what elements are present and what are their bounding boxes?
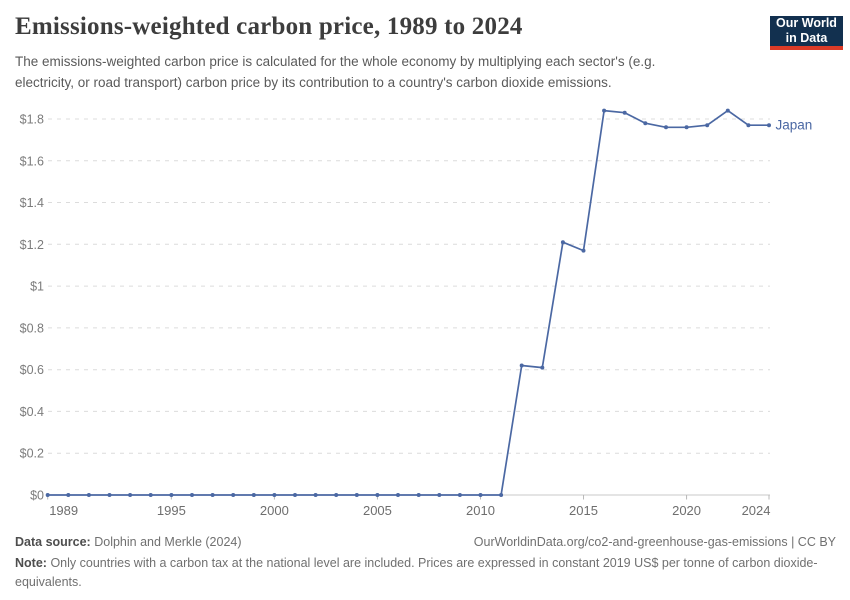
data-point-marker <box>416 493 421 497</box>
datasource-value: Dolphin and Merkle (2024) <box>94 535 242 549</box>
chart-footer: Data source: Dolphin and Merkle (2024) O… <box>15 533 836 592</box>
data-point-marker <box>293 493 297 497</box>
note-text: Only countries with a carbon tax at the … <box>15 556 818 589</box>
data-point-marker <box>231 493 236 497</box>
series-line-japan <box>46 109 770 496</box>
data-point-marker <box>705 123 710 128</box>
y-axis-tick-label: $1.6 <box>20 154 44 168</box>
data-point-marker <box>396 493 400 497</box>
data-point-marker <box>272 493 277 497</box>
data-point-marker <box>560 240 565 245</box>
data-point-marker <box>169 493 174 497</box>
data-point-marker <box>767 123 771 128</box>
data-point-marker <box>190 493 194 497</box>
x-axis-tick-label: 1995 <box>157 503 186 518</box>
data-point-marker <box>684 125 689 130</box>
data-point-marker <box>499 493 504 497</box>
note-label: Note: <box>15 556 47 570</box>
data-point-marker <box>725 108 730 113</box>
chart-subtitle: The emissions-weighted carbon price is c… <box>15 51 655 93</box>
x-axis-tick-label: 2015 <box>569 503 598 518</box>
y-axis-tick-label: $1.2 <box>20 238 44 252</box>
data-point-marker <box>45 493 50 497</box>
data-point-marker <box>746 123 751 128</box>
data-point-marker <box>643 121 648 126</box>
series-label-japan: Japan <box>776 118 813 133</box>
line-chart-svg: $0 $0.2 $0.4 $0.6 $0.8 $1 $1.2 $1.4 $1.6 $1.8 1989… <box>20 108 813 518</box>
data-point-marker <box>437 493 442 497</box>
x-axis-tick-label: 2005 <box>363 503 392 518</box>
data-point-marker <box>66 493 71 497</box>
data-point-marker <box>86 493 91 497</box>
y-axis-tick-label: $1.8 <box>20 113 44 127</box>
data-point-marker <box>519 363 524 368</box>
owid-logo-line2: in Data <box>785 31 828 45</box>
data-point-marker <box>251 493 256 497</box>
y-axis-tick-label: $0.8 <box>20 321 44 335</box>
data-point-marker <box>210 493 215 497</box>
y-axis-tick-label: $1 <box>30 280 44 294</box>
x-axis-tick-label: 2000 <box>260 503 289 518</box>
data-point-marker <box>128 493 133 497</box>
note: Note: Only countries with a carbon tax a… <box>15 554 836 592</box>
data-point-marker <box>457 493 462 497</box>
data-point-marker <box>375 493 380 497</box>
datasource-label: Data source: <box>15 535 91 549</box>
datasource-row: Data source: Dolphin and Merkle (2024) O… <box>15 533 836 552</box>
y-axis-tick-label: $0.2 <box>20 447 44 461</box>
chart-subtitle-line2: electricity, or road transport) carbon p… <box>15 75 612 90</box>
data-point-marker <box>354 493 359 497</box>
data-point-marker <box>148 493 153 497</box>
data-point-marker <box>622 110 627 115</box>
datasource: Data source: Dolphin and Merkle (2024) <box>15 533 242 552</box>
data-point-marker <box>478 493 483 497</box>
attribution-link: OurWorldinData.org/co2-and-greenhouse-ga… <box>473 535 836 549</box>
y-axis-tick-label: $0 <box>30 489 44 503</box>
x-axis-tick-label: 2024 <box>742 503 771 518</box>
data-point-marker <box>540 365 545 370</box>
x-axis-tick-label: 2020 <box>672 503 701 518</box>
data-point-marker <box>602 108 607 113</box>
y-axis-tick-label: $1.4 <box>20 196 44 210</box>
x-axis-tick-label: 2010 <box>466 503 495 518</box>
line-chart: $0 $0.2 $0.4 $0.6 $0.8 $1 $1.2 $1.4 $1.6 $1.8 1989… <box>0 95 850 525</box>
y-axis-tick-label: $0.4 <box>20 405 44 419</box>
y-axis-tick-label: $0.6 <box>20 363 44 377</box>
owid-logo: Our World in Data <box>770 16 843 50</box>
data-point-marker <box>581 248 586 253</box>
x-axis-tick-label: 1989 <box>49 503 78 518</box>
owid-logo-line1: Our World <box>776 16 837 30</box>
data-point-marker <box>313 493 318 497</box>
page-title: Emissions-weighted carbon price, 1989 to… <box>15 13 523 40</box>
data-point-marker <box>664 125 668 130</box>
chart-subtitle-line1: The emissions-weighted carbon price is c… <box>15 54 656 69</box>
data-point-marker <box>334 493 339 497</box>
data-point-marker <box>107 493 112 497</box>
